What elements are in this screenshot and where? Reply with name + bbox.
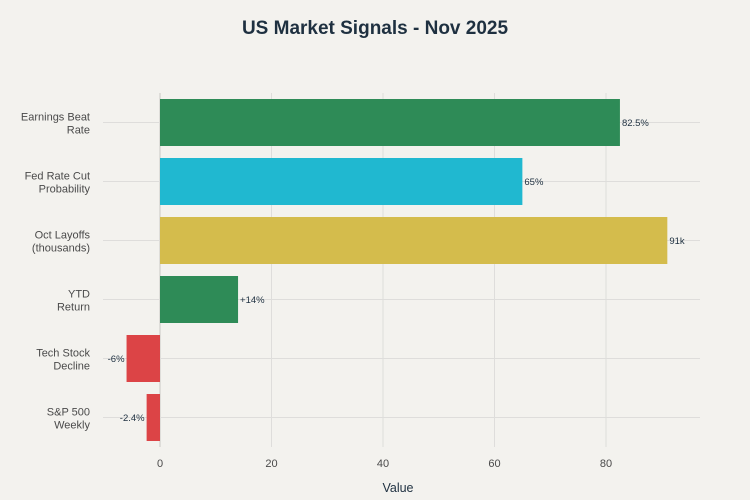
data-label: -6% [108, 354, 125, 365]
bar [126, 335, 160, 382]
y-category-label-line: Earnings Beat [21, 112, 90, 124]
data-label: -2.4% [120, 413, 145, 424]
y-category-label-line: Weekly [54, 420, 90, 432]
y-category-label-line: (thousands) [32, 243, 90, 255]
y-category-label: S&P 500 Weekly [47, 407, 91, 432]
bar [146, 394, 160, 441]
x-axis-title: Value [382, 481, 413, 495]
y-category-label-line: S&P 500 [47, 407, 90, 419]
y-category-label: Oct Layoffs (thousands) [32, 230, 91, 255]
y-category-label-line: Tech Stock [36, 348, 90, 360]
y-category-label-line: Return [57, 302, 90, 314]
data-label: 65% [524, 177, 544, 188]
y-category-label-line: Oct Layoffs [35, 230, 91, 242]
x-tick-label: 20 [265, 458, 277, 470]
y-category-label-line: Decline [53, 361, 90, 373]
bar [160, 276, 239, 323]
chart-title: US Market Signals - Nov 2025 [241, 18, 509, 39]
y-category-label: YTD Return [57, 289, 90, 314]
y-category-label: Earnings Beat Rate [21, 112, 90, 137]
data-label: 91k [669, 236, 685, 247]
x-tick-label: 60 [488, 458, 500, 470]
bar [160, 158, 523, 205]
y-category-label-line: YTD [68, 289, 90, 301]
y-category-label: Fed Rate Cut Probability [25, 171, 91, 196]
x-tick-label: 0 [157, 458, 163, 470]
x-tick-label: 40 [377, 458, 389, 470]
bar [160, 99, 620, 146]
data-label: 82.5% [622, 118, 649, 129]
y-category-label-line: Rate [67, 125, 90, 137]
data-label: +14% [240, 295, 265, 306]
y-category-label-line: Probability [39, 184, 91, 196]
y-category-label: Tech Stock Decline [36, 348, 90, 373]
bar [160, 217, 668, 264]
x-tick-label: 80 [600, 458, 612, 470]
y-category-label-line: Fed Rate Cut [25, 171, 90, 183]
